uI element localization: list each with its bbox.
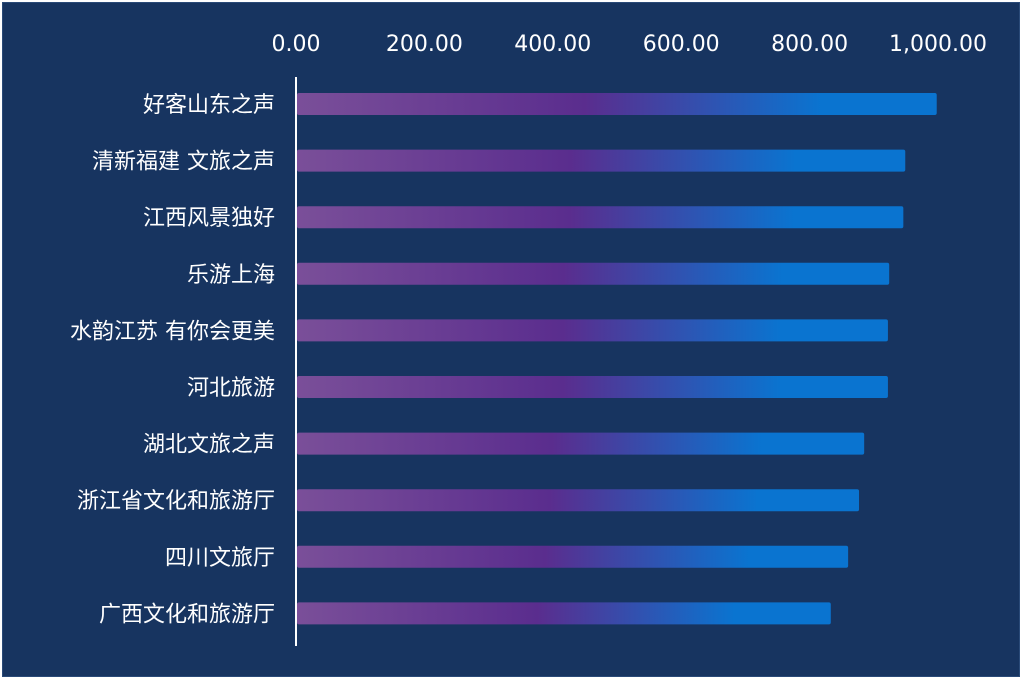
x-tick-label: 600.00: [643, 32, 720, 57]
category-label: 江西风景独好: [143, 206, 275, 231]
bar: [297, 319, 888, 342]
bar: [297, 149, 906, 172]
category-label: 乐游上海: [187, 263, 275, 288]
category-label: 河北旅游: [187, 376, 275, 401]
category-label: 好客山东之声: [143, 93, 275, 118]
category-label: 水韵江苏 有你会更美: [70, 319, 275, 344]
bar: [297, 262, 890, 285]
bar: [297, 376, 888, 398]
category-label: 浙江省文化和旅游厅: [77, 489, 275, 514]
bar: [297, 489, 860, 512]
x-tick-label: 400.00: [514, 32, 591, 57]
bar: [297, 93, 937, 115]
x-tick-label: 1,000.00: [889, 32, 987, 57]
category-label: 清新福建 文旅之声: [92, 150, 275, 175]
category-label: 广西文化和旅游厅: [99, 602, 275, 627]
category-label: 湖北文旅之声: [143, 433, 275, 458]
x-tick-label: 200.00: [386, 32, 463, 57]
bar: [297, 545, 849, 568]
bars: [297, 93, 937, 625]
x-tick-label: 0.00: [272, 32, 321, 57]
x-axis-ticks: 0.00 200.00 400.00 600.00 800.00 1,000.00: [272, 32, 987, 57]
bar: [297, 432, 865, 455]
bar: [297, 206, 904, 229]
x-tick-label: 800.00: [771, 32, 848, 57]
bar-chart: 0.00 200.00 400.00 600.00 800.00 1,000.00 好客山…: [70, 32, 987, 646]
category-label: 四川文旅厅: [165, 546, 275, 571]
bar: [297, 602, 831, 625]
